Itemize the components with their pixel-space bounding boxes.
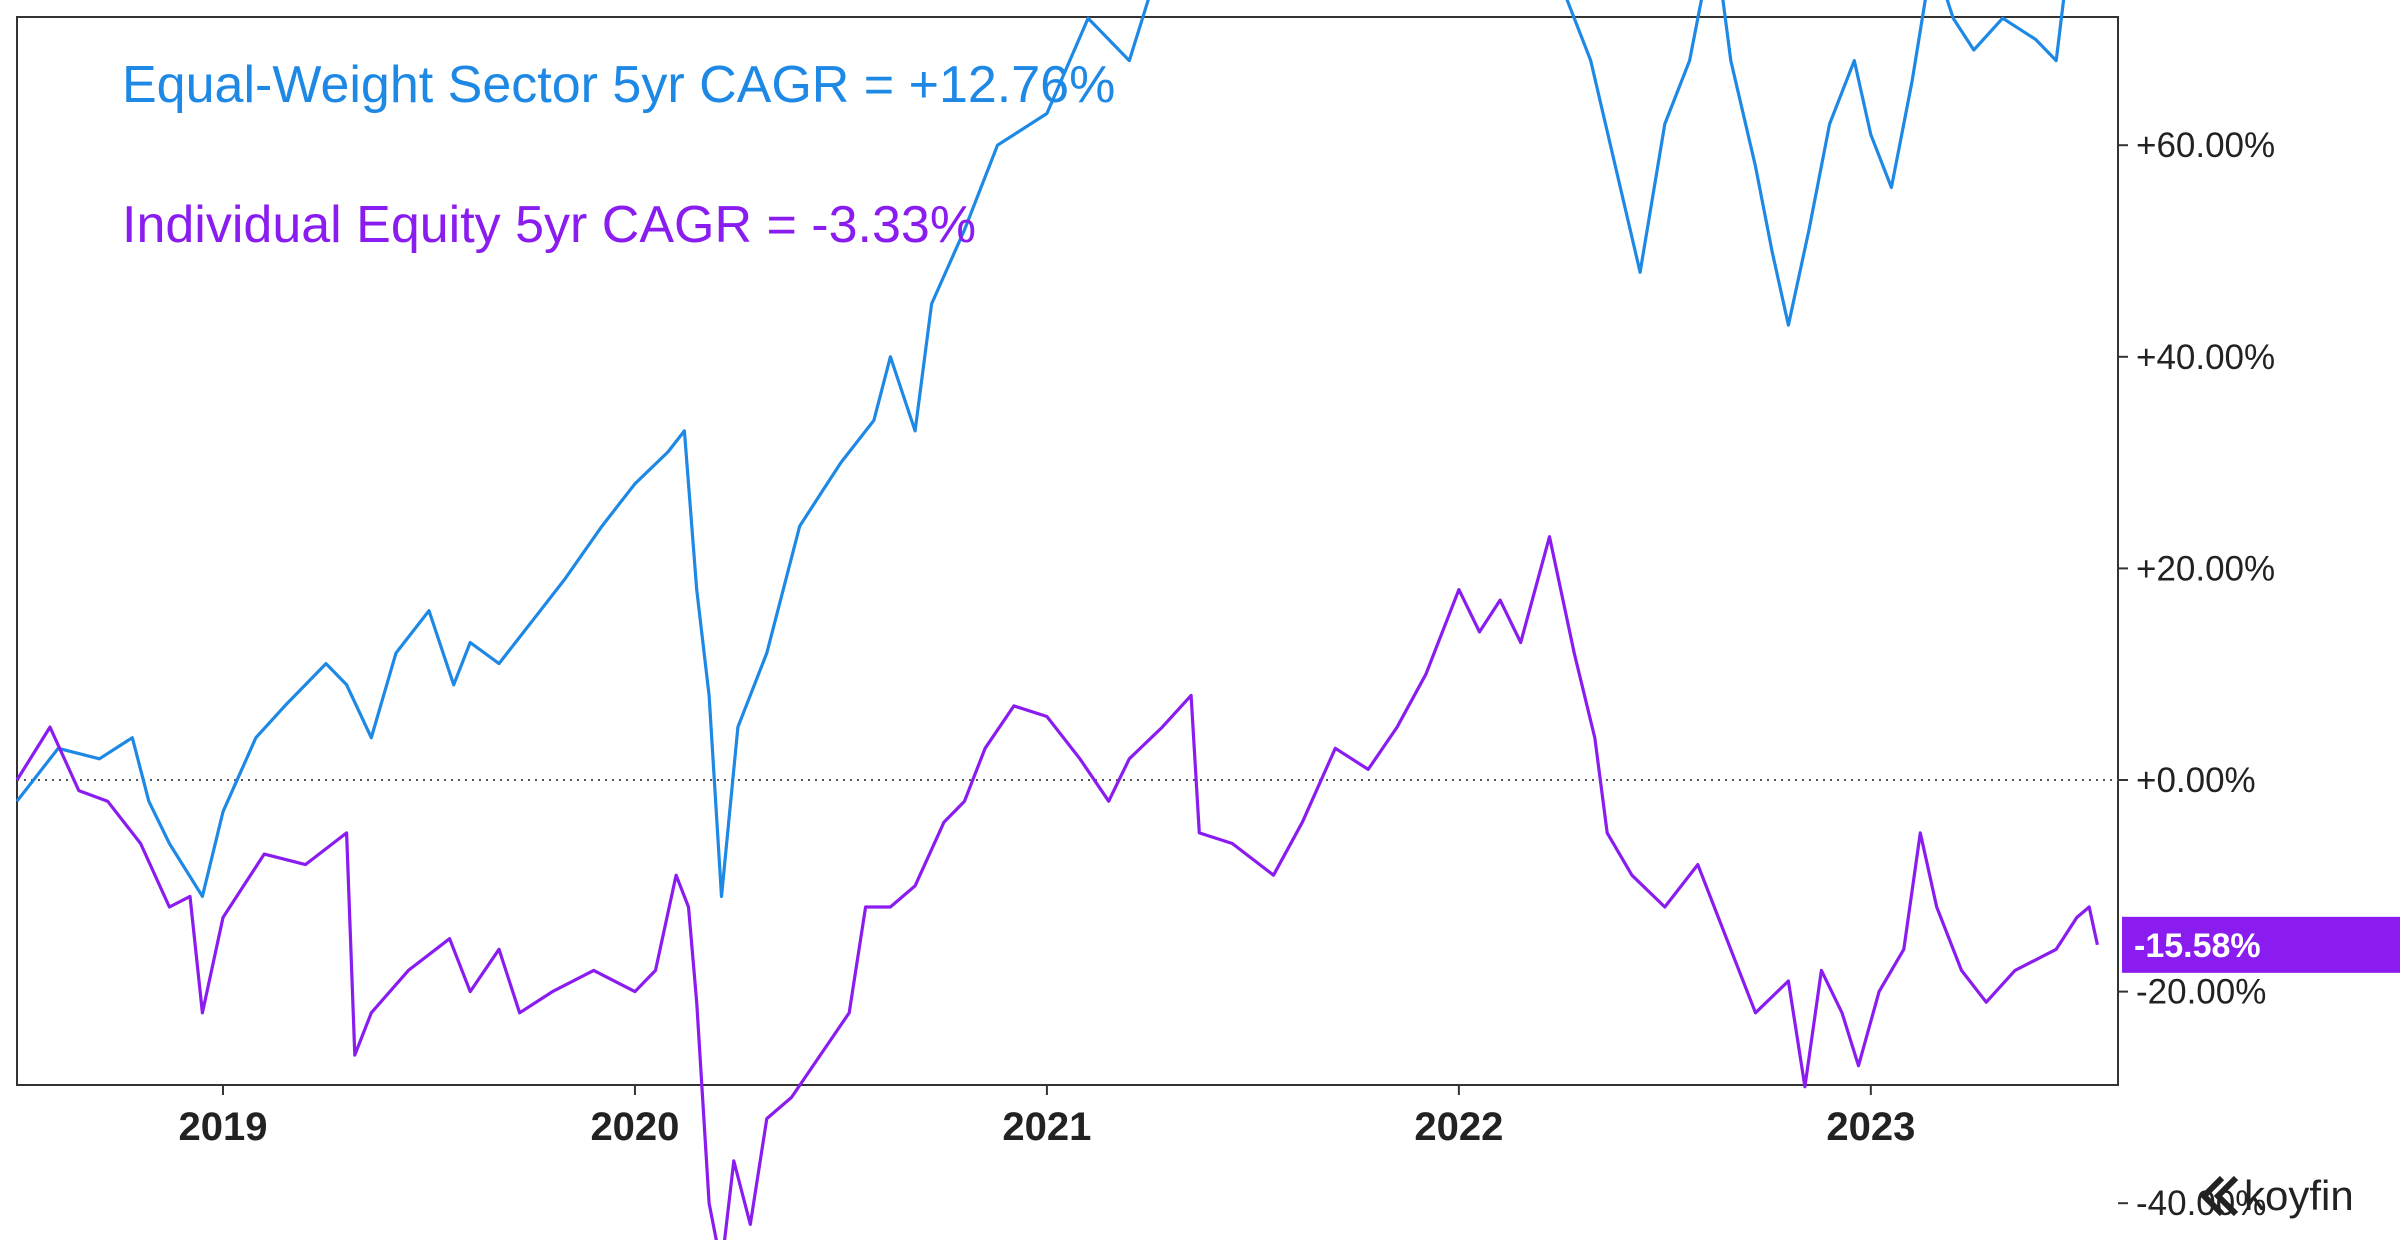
annotation-equal-weight: Equal-Weight Sector 5yr CAGR = +12.76% [122, 56, 1115, 114]
koyfin-logo-icon [2199, 1175, 2239, 1217]
y-tick-label: +60.00% [2136, 126, 2275, 165]
y-tick-label: +40.00% [2136, 338, 2275, 377]
koyfin-logo: koyfin [2199, 1172, 2354, 1219]
last-value-badge-1 [2122, 916, 2400, 973]
x-tick-label: 2021 [1002, 1105, 1091, 1149]
last-value-badges: +82.42%-15.58% [2122, 916, 2400, 973]
last-value-label-1: -15.58% [2134, 927, 2261, 965]
x-tick-label: 2022 [1414, 1105, 1503, 1149]
annotations: Equal-Weight Sector 5yr CAGR = +12.76% I… [122, 56, 1115, 254]
plot-frame [16, 16, 2119, 1086]
y-tick-label: +20.00% [2136, 549, 2275, 588]
series-line-0 [15, 0, 2066, 898]
series-line-1 [15, 535, 2099, 1240]
koyfin-logo-text: koyfin [2244, 1172, 2354, 1219]
y-tick-label: -20.00% [2136, 973, 2266, 1012]
x-tick-label: 2020 [590, 1105, 679, 1149]
y-tick-label: -40.00% [2136, 1184, 2266, 1223]
x-tick-label: 2023 [1826, 1105, 1915, 1149]
y-axis: +140.00%+120.00%+100.00%+60.00%+40.00%+2… [2118, 126, 2275, 1223]
y-tick-label: +0.00% [2136, 761, 2256, 800]
series-layer [15, 0, 2099, 1240]
x-tick-label: 2019 [178, 1105, 267, 1149]
x-axis: 2019 2020 2021 2022 2023 [178, 1085, 1915, 1149]
annotation-individual-equity: Individual Equity 5yr CAGR = -3.33% [122, 196, 976, 254]
